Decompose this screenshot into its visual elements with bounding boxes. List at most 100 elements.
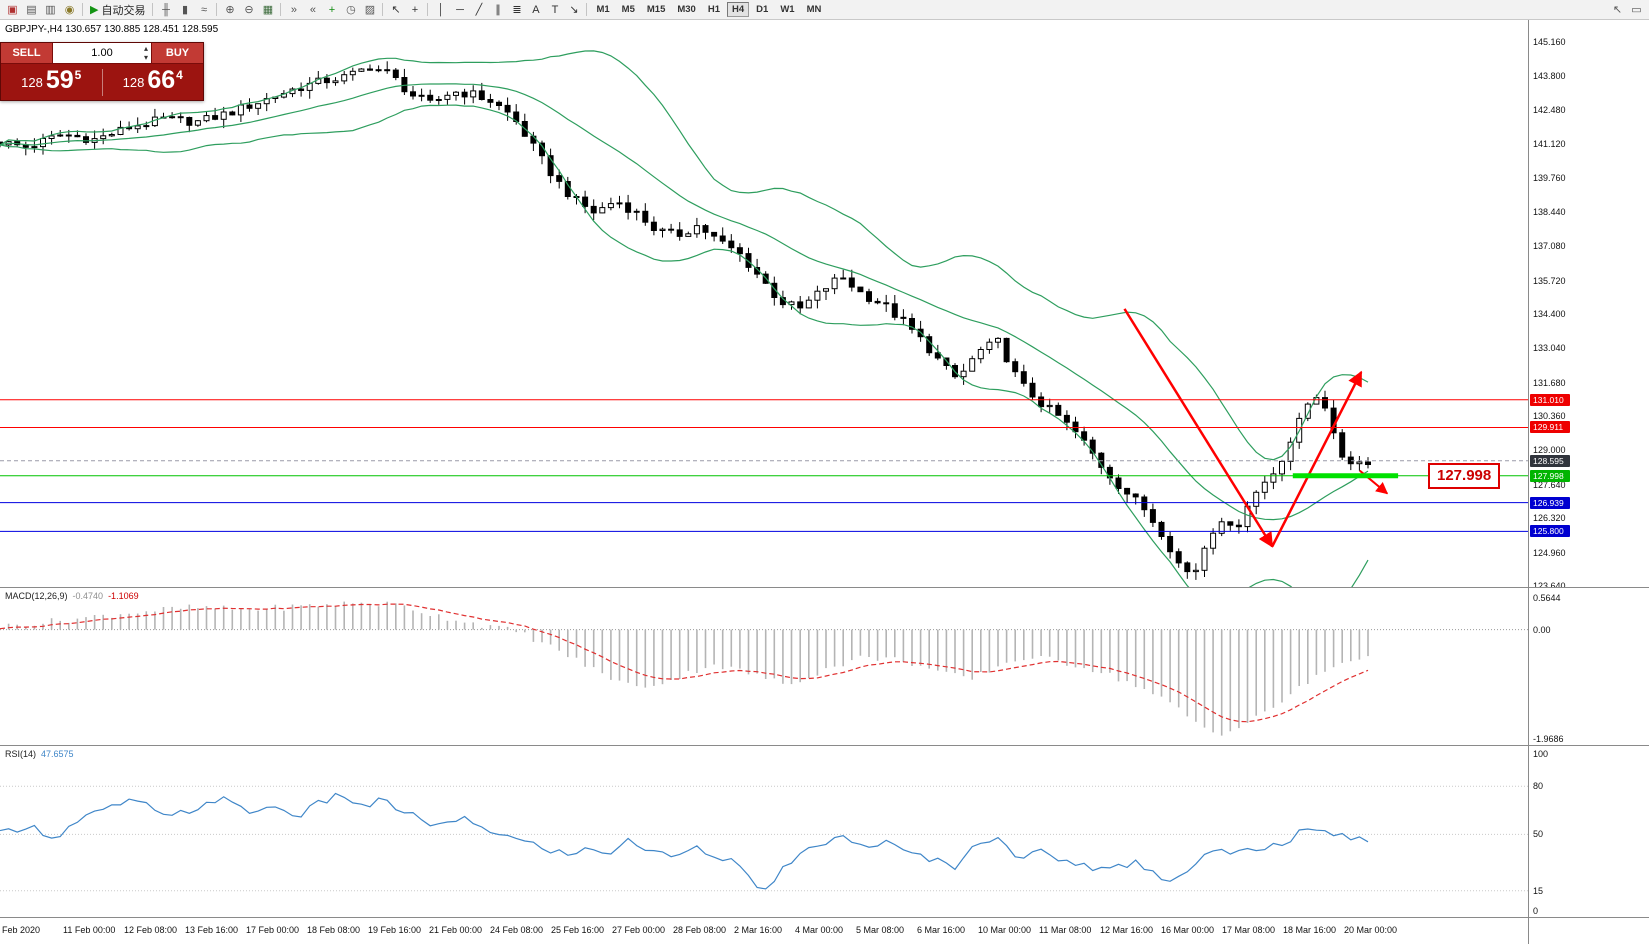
pointer-mode-icon[interactable]: ↖ [1612, 4, 1623, 16]
chart-shift-icon[interactable]: « [309, 3, 317, 16]
fibonacci-icon[interactable]: ≣ [512, 4, 522, 16]
price-chart-panel[interactable]: GBPJPY-,H4 130.657 130.885 128.451 128.5… [0, 20, 1528, 588]
candlestick-chart-icon[interactable]: ▮ [181, 4, 188, 16]
rsi-axis[interactable]: 100 80 50 15 0 [1528, 746, 1649, 918]
layout-icon[interactable]: ▭ [1631, 4, 1642, 16]
line-chart-icon[interactable]: ≈ [200, 3, 207, 16]
cursor-icon[interactable]: ↖ [391, 4, 401, 16]
bid-pip-digit: 5 [74, 68, 82, 82]
timeframe-button-m1[interactable]: M1 [596, 4, 610, 15]
toolbar-separator [586, 3, 588, 16]
price-axis-label: 126.320 [1533, 513, 1566, 524]
time-axis-label: 2 Mar 16:00 [734, 925, 783, 935]
price-axis-tag: 125.800 [1530, 525, 1570, 538]
price-axis[interactable]: 145.160 143.800 142.480 141.120 139.760 138.4… [1528, 20, 1649, 588]
rsi-axis-label: 15 [1533, 885, 1544, 896]
timeframe-button-w1[interactable]: W1 [780, 4, 795, 15]
time-axis-label: 20 Mar 00:00 [1344, 925, 1398, 935]
time-axis-label: 17 Mar 08:00 [1222, 925, 1276, 935]
ask-big-digits: 66 [147, 66, 176, 94]
timeframe-button-h4[interactable]: H4 [727, 2, 750, 17]
new-order-icon[interactable]: ▣ [7, 4, 18, 16]
price-axis-label: 129.000 [1533, 445, 1566, 456]
tile-windows-icon[interactable]: ▦ [262, 4, 274, 16]
macd-axis-label: 0.00 [1533, 624, 1551, 635]
arrows-icon[interactable]: ↘ [569, 4, 579, 16]
trade-panel-controls: SELL 1.00 ▴ ▾ BUY [1, 43, 203, 64]
timeframe-button-m5[interactable]: M5 [621, 4, 635, 15]
crosshair-icon[interactable]: + [411, 3, 419, 16]
price-axis-label: 138.440 [1533, 206, 1566, 217]
toolbar-separator [280, 3, 282, 16]
auto-scroll-icon[interactable]: » [290, 3, 298, 16]
bar-chart-icon[interactable]: ╫ [162, 3, 170, 16]
rsi-axis-label: 0 [1533, 906, 1539, 916]
chart-workspace: GBPJPY-,H4 130.657 130.885 128.451 128.5… [0, 20, 1649, 944]
zoom-out-icon[interactable]: ⊖ [244, 4, 254, 16]
volume-value: 1.00 [91, 47, 113, 59]
time-axis-label: 6 Mar 16:00 [917, 925, 966, 935]
data-window-icon[interactable]: ◉ [64, 4, 75, 16]
price-axis-label: 141.120 [1533, 139, 1566, 150]
rsi-canvas[interactable] [0, 746, 1528, 917]
bid-prefix: 128 [21, 75, 43, 90]
bid-quote[interactable]: 128 59 5 [1, 68, 102, 96]
zoom-in-icon[interactable]: ⊕ [225, 4, 235, 16]
time-axis-label: 25 Feb 16:00 [551, 925, 605, 935]
timeframe-button-h1[interactable]: H1 [707, 4, 720, 15]
volume-field[interactable]: 1.00 ▴ ▾ [53, 43, 151, 63]
macd-panel[interactable]: MACD(12,26,9) -0.4740 -1.1069 [0, 588, 1528, 746]
support-price-callout[interactable]: 127.998 [1428, 462, 1501, 489]
timeframe-button-mn[interactable]: MN [806, 4, 822, 15]
macd-axis[interactable]: 0.5644 0.00 -1.9686 [1528, 588, 1649, 746]
timeframe-button-d1[interactable]: D1 [756, 4, 769, 15]
time-axis-label: 11 Feb 00:00 [63, 925, 116, 935]
horizontal-line-icon[interactable]: ─ [456, 3, 464, 16]
chart-profiles-icon[interactable]: ▤ [26, 4, 37, 16]
price-axis-label: 137.080 [1533, 241, 1566, 252]
price-axis-tag: 129.911 [1530, 421, 1570, 434]
print-icon[interactable]: ▥ [45, 4, 56, 16]
time-axis-label: Feb 2020 [2, 925, 41, 935]
macd-label: MACD(12,26,9) -0.4740 -1.1069 [5, 591, 139, 601]
templates-icon[interactable]: ▨ [364, 4, 376, 16]
price-axis-tag: 128.595 [1530, 454, 1570, 467]
rsi-panel[interactable]: RSI(14) 47.6575 [0, 746, 1528, 918]
one-click-trading-panel: SELL 1.00 ▴ ▾ BUY 128 59 5 [0, 42, 204, 101]
main-toolbar: ▣ ▤ ▥ ◉ ▶ 自动交易 ╫ ▮ ≈ ⊕ ⊖ ▦ » « + ◷ ▨ ↖ + │ ─ ╱ ∥ ≣ A T ↘ M1 M5 M15 M30… [0, 0, 1649, 20]
timeframe-button-m30[interactable]: M30 [677, 4, 696, 15]
label-icon[interactable]: T [551, 3, 559, 16]
add-indicator-icon[interactable]: + [328, 3, 336, 16]
time-axis-corner [1528, 918, 1649, 944]
time-axis-label: 21 Feb 00:00 [429, 925, 483, 935]
price-axis-label: 143.800 [1533, 71, 1566, 82]
volume-up-button[interactable]: ▴ [143, 44, 148, 53]
chart-ohlc-header: GBPJPY-,H4 130.657 130.885 128.451 128.5… [5, 24, 218, 35]
volume-stepper: ▴ ▾ [144, 44, 148, 62]
vertical-line-icon[interactable]: │ [437, 3, 445, 16]
price-axis-tag: 127.998 [1530, 469, 1570, 482]
buy-button[interactable]: BUY [151, 43, 203, 63]
timeframe-button-m15[interactable]: M15 [646, 4, 666, 15]
price-axis-label: 145.160 [1533, 36, 1566, 47]
volume-down-button[interactable]: ▾ [143, 53, 148, 62]
toolbar-separator [216, 3, 218, 16]
time-axis[interactable]: Feb 2020 11 Feb 00:00 12 Feb 08:00 13 Feb 1… [0, 918, 1528, 944]
periods-icon[interactable]: ◷ [346, 4, 356, 16]
channel-icon[interactable]: ∥ [495, 4, 501, 16]
trendline-icon[interactable]: ╱ [475, 4, 483, 16]
time-axis-label: 17 Feb 00:00 [246, 925, 300, 935]
toolbar-separator [152, 3, 154, 16]
text-icon[interactable]: A [532, 3, 540, 16]
rsi-axis-label: 100 [1533, 749, 1549, 760]
time-axis-label: 16 Mar 00:00 [1161, 925, 1215, 935]
auto-trading-button[interactable]: ▶ 自动交易 [90, 4, 146, 17]
price-axis-label: 123.640 [1533, 580, 1566, 588]
sell-button[interactable]: SELL [1, 43, 53, 63]
price-chart-canvas[interactable] [0, 20, 1528, 587]
macd-canvas[interactable] [0, 588, 1528, 745]
ask-quote[interactable]: 128 66 4 [103, 68, 204, 96]
price-axis-label: 134.400 [1533, 308, 1566, 319]
time-axis-label: 18 Feb 08:00 [307, 925, 361, 935]
